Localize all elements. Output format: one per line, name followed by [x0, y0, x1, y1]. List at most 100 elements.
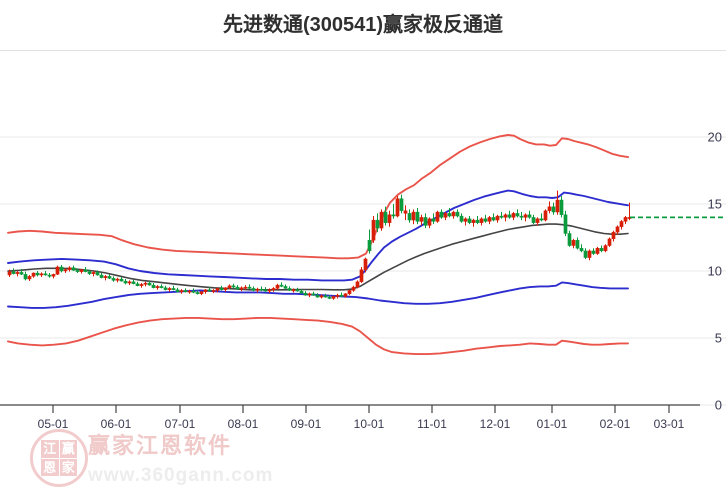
candle-body [23, 274, 28, 280]
candle-body [111, 278, 116, 281]
candle-body [539, 218, 544, 221]
candle-body [483, 218, 488, 222]
candle-body [611, 231, 616, 240]
candle-body [67, 267, 72, 270]
candle-body [571, 239, 576, 246]
candle-body [127, 281, 132, 284]
candle-body [267, 289, 272, 292]
chart-header: 先进数通(300541)赢家极反通道 [0, 0, 726, 51]
x-axis-tick-label: 06-01 [100, 417, 132, 431]
candle-body [499, 215, 504, 218]
candle-body [427, 218, 432, 226]
candle-body [119, 278, 124, 282]
candle-body [351, 286, 356, 291]
candle-body [295, 289, 300, 292]
candle-body [391, 214, 396, 217]
candle-body [563, 214, 568, 234]
candle-body [251, 288, 256, 291]
candle-body [135, 283, 140, 286]
candle-body [75, 270, 80, 272]
candle-body [443, 213, 448, 218]
x-axis-tick-label: 02-01 [599, 417, 631, 431]
candle-body [339, 294, 344, 297]
channel-bands [7, 134, 629, 356]
candle-body [207, 289, 212, 292]
candle-body [595, 248, 600, 254]
candle-body [475, 219, 480, 223]
candle-body [299, 290, 304, 294]
candle-body [103, 276, 108, 278]
x-axis-tick-label: 03-01 [653, 417, 685, 431]
candle-body [619, 221, 624, 227]
x-axis-tick-label: 09-01 [290, 417, 322, 431]
candle-body [355, 281, 360, 288]
candle-body [347, 290, 352, 294]
x-axis-tick-label: 05-01 [37, 417, 69, 431]
candle-body [243, 286, 248, 289]
candle-body [511, 213, 516, 218]
candle-body [35, 272, 40, 276]
x-axis-tick-label: 01-01 [536, 417, 568, 431]
candle-body [479, 218, 484, 223]
candle-body [343, 293, 348, 297]
candle-body [123, 280, 128, 284]
candle-body [115, 278, 120, 281]
candle-body [327, 296, 332, 299]
candlestick-series [7, 190, 632, 300]
candle-body [155, 286, 160, 288]
candle-body [439, 211, 444, 218]
x-axis [0, 404, 700, 413]
x-axis-tick-label: 10-01 [353, 417, 385, 431]
candle-body [11, 271, 16, 274]
candle-body [63, 269, 68, 272]
candle-body [491, 217, 496, 221]
candle-body [527, 214, 532, 218]
candle-body [183, 290, 188, 292]
candle-body [51, 274, 56, 277]
candle-body [235, 286, 240, 290]
candle-body [531, 217, 536, 223]
candle-body [435, 211, 440, 222]
candle-body [199, 291, 204, 294]
candle-body [523, 214, 528, 218]
candle-body [163, 287, 168, 290]
candle-body [171, 288, 176, 290]
candle-body [159, 286, 164, 288]
candle-body [535, 218, 540, 223]
band-inner-upper-band [7, 189, 629, 282]
candle-body [375, 219, 380, 229]
candle-body [215, 288, 220, 291]
candle-body [363, 258, 368, 270]
candle-body [47, 274, 52, 277]
page-title: 先进数通(300541)赢家极反通道 [222, 14, 504, 36]
candle-body [95, 272, 100, 276]
candle-body [147, 282, 152, 286]
candle-body [187, 290, 192, 293]
candle-body [559, 199, 564, 215]
candle-body [503, 214, 508, 218]
x-axis-tick-label: 07-01 [164, 417, 196, 431]
candle-body [259, 288, 264, 291]
seal-char-3: 恩 [41, 458, 59, 476]
candle-body [323, 295, 328, 298]
candle-body [447, 213, 452, 217]
candle-body [247, 286, 252, 289]
candle-body [379, 211, 384, 229]
candle-body [487, 217, 492, 222]
candle-body [555, 199, 560, 213]
candle-body [423, 217, 428, 226]
candle-body [87, 271, 92, 274]
y-axis-tick-label: 15 [707, 196, 722, 212]
candle-body [395, 198, 400, 217]
candle-body [319, 295, 324, 298]
candle-body [463, 218, 468, 222]
candle-body [407, 213, 412, 221]
candle-body [307, 293, 312, 296]
price-chart-canvas [0, 134, 726, 413]
candle-body [227, 285, 232, 288]
candle-body [623, 217, 628, 222]
candle-body [15, 272, 20, 274]
candle-body [607, 238, 612, 246]
candle-body [131, 281, 136, 284]
candle-body [211, 290, 216, 292]
